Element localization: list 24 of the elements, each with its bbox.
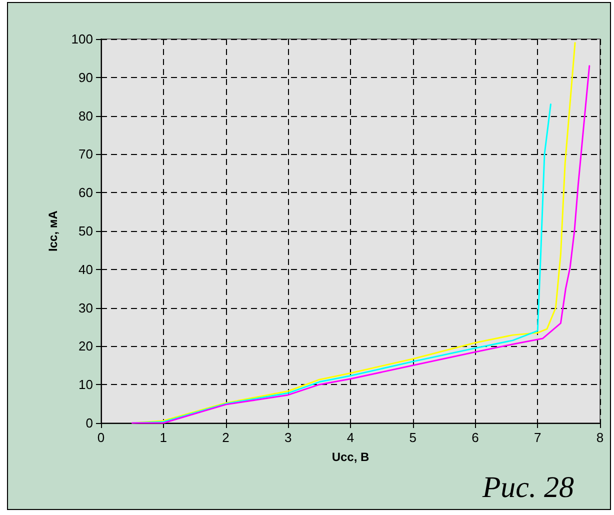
y-tick-label: 60 (78, 185, 93, 200)
y-tick-label: 20 (78, 338, 93, 354)
y-tick-label: 80 (78, 108, 93, 124)
y-tick-label: 0 (86, 416, 93, 430)
line-series (131, 104, 552, 424)
x-tick-label: 1 (160, 430, 167, 445)
x-tick-label: 4 (346, 430, 354, 445)
x-axis-title: Ucc, В (332, 450, 370, 464)
x-tick-label: 5 (409, 430, 416, 445)
x-tick-label: 8 (596, 430, 604, 445)
x-tick-label: 7 (534, 430, 542, 445)
y-axis-title: Icc, мА (46, 210, 60, 252)
y-tick-label: 70 (78, 146, 93, 162)
y-tick-label: 50 (78, 224, 93, 238)
x-tick-label: 3 (284, 430, 292, 445)
y-tick-label: 40 (78, 262, 93, 277)
x-tick-label: 0 (97, 430, 105, 445)
x-tick-label: 2 (222, 430, 230, 445)
x-tick-label: 6 (472, 430, 479, 445)
y-tick-label: 10 (78, 377, 93, 392)
y-tick-label: 100 (71, 32, 93, 46)
y-tick-label: 30 (78, 300, 93, 316)
y-tick-label: 90 (78, 70, 93, 85)
text: Рис. 28 (482, 471, 574, 505)
